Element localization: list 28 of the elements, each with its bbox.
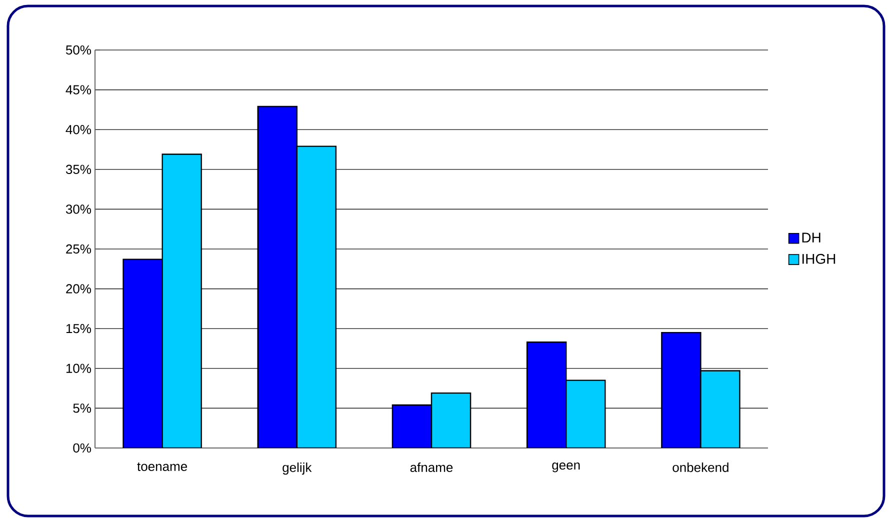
y-tick-label: 45%	[66, 85, 92, 94]
y-tick-label: 40%	[66, 124, 92, 134]
bar	[566, 380, 606, 448]
legend-label: IHGH	[802, 254, 836, 264]
bar	[122, 258, 163, 448]
x-tick-label: toename	[137, 462, 188, 472]
y-tick-label: 20%	[66, 284, 92, 294]
y-tick-label: 25%	[66, 244, 92, 254]
bar	[430, 392, 472, 448]
x-tick-label: afname	[410, 462, 453, 472]
bar	[392, 404, 432, 448]
bar	[296, 146, 337, 448]
y-tick-label: 50%	[66, 45, 92, 55]
bar	[661, 332, 702, 448]
x-tick-label: geen	[552, 462, 580, 472]
y-tick-label: 30%	[66, 204, 92, 214]
bar	[526, 342, 567, 448]
x-tick-label: gelijk	[282, 462, 312, 475]
y-tick-label: 5%	[73, 404, 92, 413]
x-tick-label: onbekend	[672, 462, 728, 472]
y-tick-label: 35%	[66, 164, 92, 174]
bar	[700, 370, 740, 448]
bar	[257, 106, 298, 448]
legend-label: DH	[802, 232, 820, 242]
y-tick-label: 10%	[66, 364, 92, 373]
y-tick-label: 15%	[66, 324, 92, 334]
y-tick-label: 0%	[73, 443, 92, 453]
bar	[162, 154, 202, 448]
